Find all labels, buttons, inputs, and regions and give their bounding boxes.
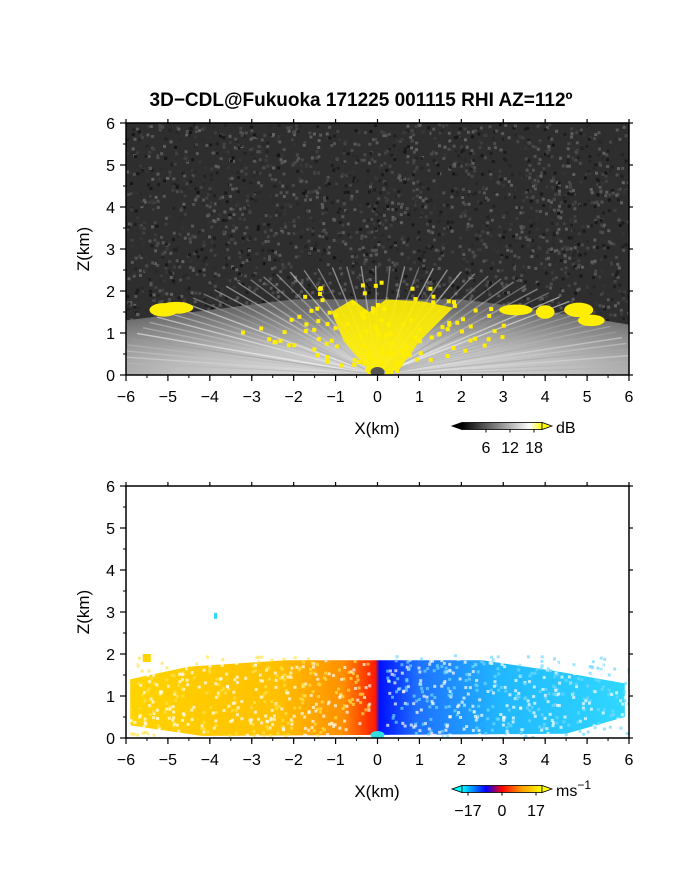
x-tick-label: 1 bbox=[415, 389, 424, 406]
x-tick-label: −1 bbox=[326, 389, 344, 406]
velocity-speckle bbox=[126, 654, 629, 738]
y-tick-label: 3 bbox=[106, 605, 115, 622]
x-tick-label: 2 bbox=[457, 752, 466, 769]
y-tick-label: 2 bbox=[106, 647, 115, 664]
y-tick-label: 0 bbox=[106, 368, 115, 385]
y-tick-label: 2 bbox=[106, 284, 115, 301]
y-tick-label: 4 bbox=[106, 563, 115, 580]
radar-site-marker bbox=[370, 367, 385, 375]
y-tick-label: 1 bbox=[106, 326, 115, 343]
colorbar-unit: dB bbox=[556, 420, 576, 437]
y-tick-label: 4 bbox=[106, 200, 115, 217]
velocity-colorbar: −17 0 17 ms−1 bbox=[450, 778, 591, 820]
x-tick-label: 0 bbox=[373, 389, 382, 406]
colorbar-tick-label: −17 bbox=[454, 803, 481, 820]
colorbar-gradient bbox=[461, 422, 543, 430]
y-tick-label: 3 bbox=[106, 242, 115, 259]
y-tick-label: 6 bbox=[106, 479, 115, 496]
y-tick-label: 5 bbox=[106, 521, 115, 538]
colorbar-low-arrow bbox=[450, 784, 463, 794]
colorbar-tick-label: 6 bbox=[482, 440, 491, 457]
colorbar-unit: ms−1 bbox=[556, 778, 591, 800]
x-tick-label: −6 bbox=[117, 752, 135, 769]
velocity-field bbox=[126, 612, 629, 738]
x-tick-label: −1 bbox=[326, 752, 344, 769]
velocity-region bbox=[130, 660, 625, 736]
panel2-ylabel: Z(km) bbox=[74, 590, 93, 634]
x-tick-label: 1 bbox=[415, 752, 424, 769]
reflectivity-colorbar: 6 12 18 dB bbox=[450, 420, 576, 457]
x-tick-label: −5 bbox=[159, 389, 177, 406]
x-tick-label: 6 bbox=[625, 389, 634, 406]
colorbar-high-arrow bbox=[541, 421, 554, 431]
x-tick-label: 2 bbox=[457, 389, 466, 406]
y-tick-label: 0 bbox=[106, 731, 115, 748]
y-tick-label: 5 bbox=[106, 158, 115, 175]
colorbar-tick-label: 12 bbox=[501, 440, 519, 457]
y-tick-label: 1 bbox=[106, 689, 115, 706]
figure-title: 3D−CDL@Fukuoka 171225 001115 RHI AZ=112º bbox=[150, 90, 573, 111]
x-tick-label: 5 bbox=[583, 389, 592, 406]
x-tick-label: −4 bbox=[201, 389, 219, 406]
x-tick-label: −3 bbox=[243, 752, 261, 769]
panel2-xlabel: X(km) bbox=[354, 782, 399, 801]
x-tick-label: −6 bbox=[117, 389, 135, 406]
x-tick-label: 0 bbox=[373, 752, 382, 769]
x-tick-label: 6 bbox=[625, 752, 634, 769]
outlier-echo bbox=[142, 654, 151, 662]
colorbar-tick-label: 18 bbox=[525, 440, 543, 457]
radar-site-marker bbox=[370, 731, 385, 738]
colorbar-tick-label: 0 bbox=[498, 803, 507, 820]
colorbar-tick-label: 17 bbox=[527, 803, 545, 820]
panel1-ylabel: Z(km) bbox=[74, 227, 93, 271]
colorbar-gradient bbox=[461, 785, 543, 793]
doppler-velocity-panel: −6 −5 −4 −3 −2 −1 0 1 2 3 4 5 6 0 1 2 3 4 5 6 X(km) Z(km) −… bbox=[74, 479, 634, 820]
colorbar-high-arrow bbox=[541, 784, 554, 794]
x-tick-label: 3 bbox=[499, 752, 508, 769]
panel1-xlabel: X(km) bbox=[354, 419, 399, 438]
x-tick-label: 3 bbox=[499, 389, 508, 406]
x-tick-label: 5 bbox=[583, 752, 592, 769]
high-reflectivity-echoes bbox=[149, 280, 605, 375]
y-tick-label: 6 bbox=[106, 116, 115, 133]
x-tick-label: 4 bbox=[541, 752, 550, 769]
x-tick-label: −4 bbox=[201, 752, 219, 769]
x-tick-label: −3 bbox=[243, 389, 261, 406]
x-tick-label: 4 bbox=[541, 389, 550, 406]
colorbar-unit-exponent: −1 bbox=[577, 778, 591, 792]
reflectivity-field bbox=[126, 123, 629, 375]
x-tick-label: −2 bbox=[285, 752, 303, 769]
x-tick-label: −2 bbox=[285, 389, 303, 406]
colorbar-low-arrow bbox=[450, 421, 463, 431]
x-tick-label: −5 bbox=[159, 752, 177, 769]
outlier-echo bbox=[214, 612, 218, 619]
